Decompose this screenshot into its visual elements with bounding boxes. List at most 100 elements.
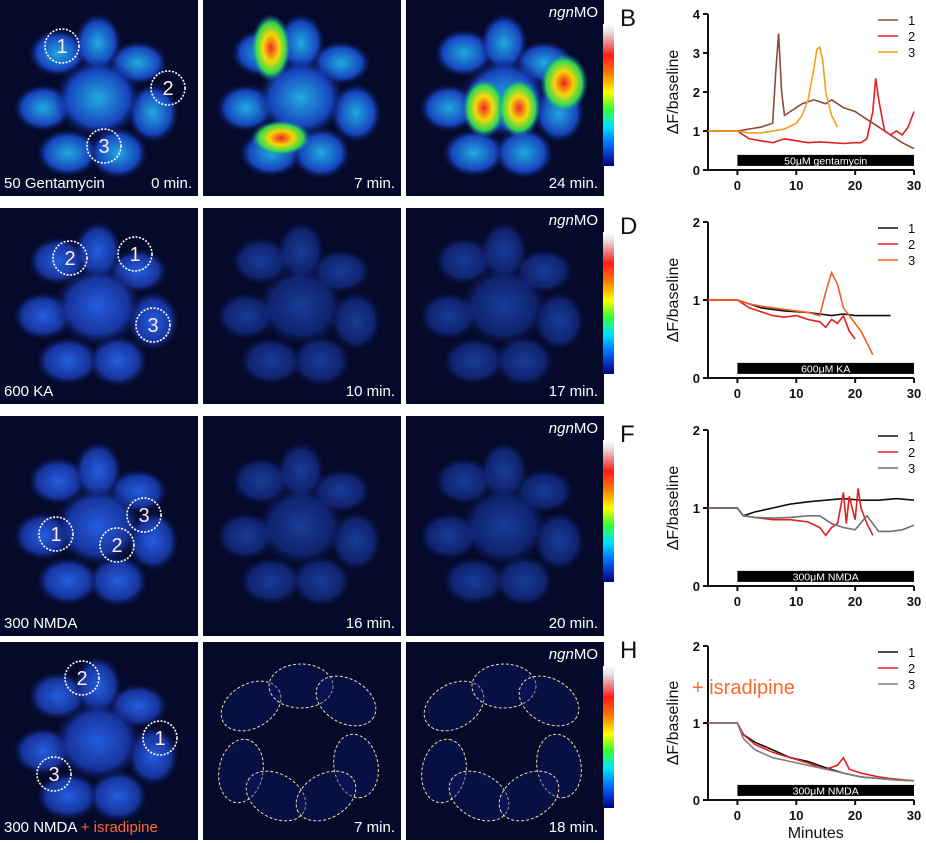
y-tick-label: 1 xyxy=(693,716,700,731)
series-line-2 xyxy=(708,722,915,782)
y-tick-label: 2 xyxy=(693,423,700,438)
intensity-colorbar xyxy=(603,666,614,808)
legend-label: 2 xyxy=(908,661,915,676)
treatment-bar-label: 300μM NMDA xyxy=(793,785,859,797)
x-tick-label: 0 xyxy=(734,178,741,193)
series-line-3 xyxy=(708,45,839,134)
micrograph-g-2: 7 min. xyxy=(203,642,401,840)
y-tick-label: 3 xyxy=(693,46,700,61)
roi-label: 3 xyxy=(98,136,109,158)
treatment-bar-label: 300μM NMDA xyxy=(793,571,859,583)
x-tick-label: 0 xyxy=(734,386,741,401)
condition-label: 300 NMDA xyxy=(4,615,78,632)
x-tick-label: 30 xyxy=(907,808,921,823)
roi-label: 1 xyxy=(56,36,67,58)
series-line-2 xyxy=(708,299,856,340)
y-tick-label: 1 xyxy=(693,124,700,139)
y-tick-label: 1 xyxy=(693,293,700,308)
series-line-1 xyxy=(708,722,915,782)
panel-letter-b: B xyxy=(620,5,636,32)
treatment-bar xyxy=(737,784,914,796)
morpholino-label: ngnMO xyxy=(548,420,598,437)
x-tick-label: 30 xyxy=(907,594,921,609)
time-label: 10 min. xyxy=(345,383,395,400)
micrograph-g-1: 2 1 3 300 NMDA + isradipine xyxy=(0,642,198,840)
legend-label: 3 xyxy=(908,253,915,268)
x-tick-label: 10 xyxy=(789,594,803,609)
y-tick-label: 1 xyxy=(693,501,700,516)
legend-label: 1 xyxy=(908,13,915,28)
micrograph-g-3: 18 min. ngnMO xyxy=(406,642,604,840)
x-tick-label: 10 xyxy=(789,178,803,193)
roi-label: 3 xyxy=(147,315,158,337)
series-line-2 xyxy=(708,78,915,145)
micrograph-a-3: 24 min. ngnMO xyxy=(406,0,604,196)
intensity-colorbar xyxy=(603,440,614,582)
series-line-3 xyxy=(708,507,915,533)
morpholino-label: ngnMO xyxy=(548,4,598,21)
roi-label: 3 xyxy=(138,505,149,527)
treatment-bar xyxy=(737,362,914,374)
legend-label: 2 xyxy=(908,445,915,460)
y-tick-label: 4 xyxy=(693,7,701,22)
y-axis-label: ΔF/baseline xyxy=(665,258,682,343)
morpholino-label: ngnMO xyxy=(548,646,598,663)
series-line-3 xyxy=(708,722,915,782)
treatment-bar xyxy=(737,154,914,166)
roi-label: 1 xyxy=(129,244,140,266)
condition-label: 50 Gentamycin xyxy=(4,175,105,192)
annotation: + isradipine xyxy=(692,677,795,699)
y-axis-label: ΔF/baseline xyxy=(665,50,682,135)
treatment-bar xyxy=(737,570,914,582)
x-tick-label: 10 xyxy=(789,808,803,823)
time-label: 16 min. xyxy=(345,615,395,632)
legend-label: 2 xyxy=(908,237,915,252)
roi-label: 1 xyxy=(50,524,61,546)
panel-letter-d: D xyxy=(620,213,637,240)
time-label: 0 min. xyxy=(151,175,192,192)
y-tick-label: 2 xyxy=(693,215,700,230)
legend-label: 3 xyxy=(908,45,915,60)
legend-label: 3 xyxy=(908,461,915,476)
time-label: 24 min. xyxy=(548,175,598,192)
x-tick-label: 20 xyxy=(848,178,862,193)
y-tick-label: 2 xyxy=(693,639,700,654)
condition-label: 600 KA xyxy=(4,383,54,400)
y-axis-label: ΔF/baseline xyxy=(665,681,682,766)
intensity-colorbar xyxy=(603,232,614,374)
legend-label: 2 xyxy=(908,29,915,44)
micrograph-c-3: 17 min. ngnMO xyxy=(406,208,604,404)
condition-label: 300 NMDA + isradipine xyxy=(4,819,158,836)
micrograph-a-2: 7 min. xyxy=(203,0,401,196)
roi-label: 1 xyxy=(154,728,165,750)
y-axis-label: ΔF/baseline xyxy=(665,466,682,551)
x-tick-label: 20 xyxy=(848,808,862,823)
panel-letter-h: H xyxy=(620,637,637,664)
treatment-bar-label: 600μM KA xyxy=(801,363,850,375)
legend-label: 1 xyxy=(908,645,915,660)
series-line-1 xyxy=(708,497,915,517)
time-label: 18 min. xyxy=(548,819,598,836)
legend-label: 1 xyxy=(908,429,915,444)
series-line-1 xyxy=(708,299,891,317)
time-label: 7 min. xyxy=(354,819,395,836)
x-tick-label: 20 xyxy=(848,386,862,401)
intensity-colorbar xyxy=(603,24,614,166)
x-tick-label: 20 xyxy=(848,594,862,609)
y-tick-label: 0 xyxy=(693,793,700,808)
roi-label: 2 xyxy=(76,668,87,690)
micrograph-e-1: 1 2 3 300 NMDA xyxy=(0,416,198,636)
x-tick-label: 10 xyxy=(789,386,803,401)
micrograph-e-3: 20 min. ngnMO xyxy=(406,416,604,636)
micrograph-c-1: 2 1 3 600 KA xyxy=(0,208,198,404)
y-tick-label: 0 xyxy=(693,371,700,386)
morpholino-label: ngnMO xyxy=(548,212,598,229)
treatment-bar-label: 50μM gentamycin xyxy=(784,155,867,167)
roi-label: 2 xyxy=(162,78,173,100)
y-tick-label: 0 xyxy=(693,163,700,178)
legend-label: 3 xyxy=(908,677,915,692)
legend-label: 1 xyxy=(908,221,915,236)
